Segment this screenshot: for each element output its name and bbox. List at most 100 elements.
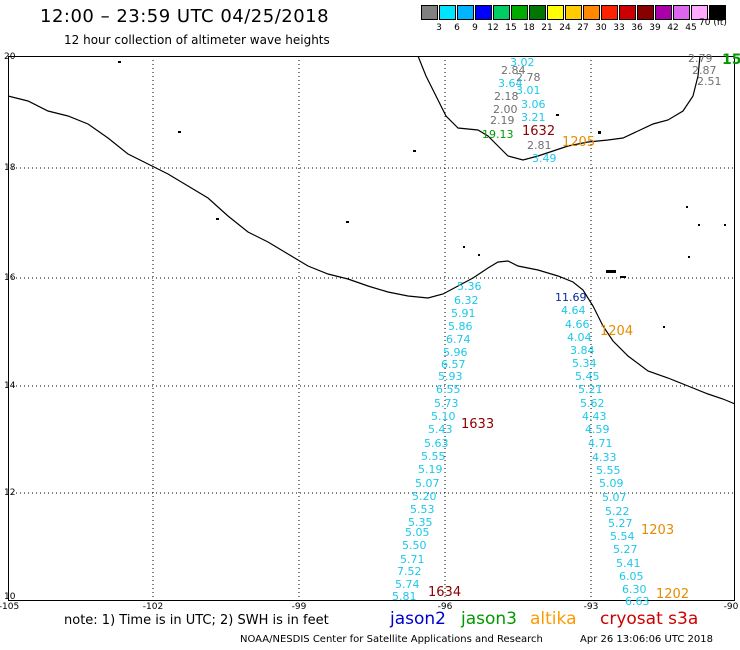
lon-label: -99	[291, 602, 307, 612]
track-time-label: 1633	[461, 417, 495, 432]
wave-height-value: 5.55	[421, 450, 446, 463]
track-time-label: 1202	[656, 587, 690, 602]
legend-swatch	[655, 5, 672, 20]
track-time-label: 1203	[641, 523, 675, 538]
legend-swatch	[439, 5, 456, 20]
lat-label: 14	[4, 381, 16, 391]
wave-height-value: 4.59	[585, 423, 610, 436]
track-time-label: 1632	[522, 124, 556, 139]
wave-height-value: 5.50	[402, 539, 427, 552]
wave-height-value: 5.86	[448, 320, 473, 333]
wave-height-value: 5.09	[599, 477, 624, 490]
wave-height-value: 5.96	[443, 346, 468, 359]
wave-height-value: 4.71	[588, 437, 613, 450]
legend-unit: 70 (ft)	[699, 18, 727, 28]
map-canvas	[8, 56, 735, 601]
satellite-label-jason2: jason2	[390, 609, 446, 629]
wave-height-value: 2.51	[697, 75, 722, 88]
wave-height-value: 6.05	[619, 570, 644, 583]
legend-swatch	[421, 5, 438, 20]
wave-height-value: 2.19	[490, 114, 515, 127]
satellite-label-cryosat: cryosat s3a	[600, 609, 699, 629]
legend-swatch	[529, 5, 546, 20]
wave-height-value: 5.19	[418, 463, 443, 476]
legend-label: 9	[472, 23, 478, 33]
wave-height-value: 3.64	[498, 77, 523, 90]
lat-label: 10	[4, 592, 16, 602]
lon-label: -90	[723, 602, 739, 612]
wave-height-value: 3.84	[570, 344, 595, 357]
wave-height-value: 19.13	[482, 128, 514, 141]
legend-swatch	[493, 5, 510, 20]
wave-height-value: 5.36	[457, 280, 482, 293]
lon-label: -96	[437, 602, 453, 612]
map-title: 12:00 – 23:59 UTC 04/25/2018	[40, 6, 330, 27]
legend-swatch	[583, 5, 600, 20]
wave-height-value: 15	[722, 52, 740, 68]
wave-height-value: 4.64	[561, 304, 586, 317]
wave-height-value: 6.32	[454, 294, 479, 307]
wave-height-value: 5.53	[410, 503, 435, 516]
lat-label: 18	[4, 163, 16, 173]
lon-label: -102	[142, 602, 164, 612]
wave-height-value: 5.55	[596, 464, 621, 477]
wave-height-value: 5.34	[572, 357, 597, 370]
lon-label: -93	[583, 602, 599, 612]
legend-label: 18	[523, 23, 535, 33]
wave-height-value: 5.54	[610, 530, 635, 543]
wave-height-value: 2.00	[493, 103, 518, 116]
wave-height-value: 5.05	[405, 526, 430, 539]
wave-height-value: 5.43	[428, 423, 453, 436]
wave-height-value: 5.71	[400, 553, 425, 566]
wave-height-value: 5.07	[602, 491, 627, 504]
legend-label: 45	[685, 23, 697, 33]
wave-height-value: 6.55	[436, 383, 461, 396]
map-subtitle: 12 hour collection of altimeter wave hei…	[64, 33, 330, 47]
wave-height-value: 5.63	[424, 437, 449, 450]
graticule	[8, 56, 735, 601]
wave-height-value: 5.73	[434, 397, 459, 410]
legend-label: 15	[505, 23, 517, 33]
legend-label: 24	[559, 23, 571, 33]
wave-height-value: 4.66	[565, 318, 590, 331]
gulf-coastline	[417, 56, 701, 161]
footnote: note: 1) Time is in UTC; 2) SWH is in fe…	[64, 613, 329, 628]
legend-label: 42	[667, 23, 679, 33]
legend-swatch	[547, 5, 564, 20]
wave-height-value: 2.87	[692, 64, 717, 77]
track-time-label: 1204	[600, 324, 634, 339]
wave-height-value: 3.21	[521, 111, 546, 124]
satellite-label-altika: altika	[530, 609, 577, 629]
wave-height-value: 2.79	[688, 52, 713, 65]
wave-height-value: 3.02	[510, 56, 535, 69]
wave-height-value: 4.43	[582, 410, 607, 423]
wave-height-value: 5.45	[575, 370, 600, 383]
wave-height-value: 5.81	[392, 590, 417, 603]
legend-swatch	[475, 5, 492, 20]
wave-height-value: 2.84	[501, 64, 526, 77]
legend-label: 3	[436, 23, 442, 33]
wave-height-value: 5.41	[616, 557, 641, 570]
wave-height-value: 7.52	[397, 565, 422, 578]
satellite-label-jason3: jason3	[461, 609, 517, 629]
legend-label: 33	[613, 23, 625, 33]
wave-height-value: 11.69	[555, 291, 587, 304]
wave-height-value: 5.21	[578, 383, 603, 396]
wave-height-value: 4.33	[592, 451, 617, 464]
track-time-label: 1205	[562, 135, 596, 150]
wave-height-value: 5.22	[605, 505, 630, 518]
wave-height-value: 2.78	[516, 71, 541, 84]
wave-height-value: 5.27	[608, 517, 633, 530]
wave-height-value: 5.35	[408, 516, 433, 529]
wave-height-value: 5.07	[415, 477, 440, 490]
legend-swatch	[457, 5, 474, 20]
timestamp: Apr 26 13:06:06 UTC 2018	[580, 634, 713, 645]
wave-height-value: 6.30	[622, 583, 647, 596]
legend-swatch	[691, 5, 708, 20]
wave-height-value: 2.18	[494, 90, 519, 103]
wave-height-value: 3.49	[532, 152, 557, 165]
legend-swatch	[601, 5, 618, 20]
wave-height-value: 5.62	[580, 397, 605, 410]
legend-swatch	[565, 5, 582, 20]
lat-label: 16	[4, 273, 16, 283]
